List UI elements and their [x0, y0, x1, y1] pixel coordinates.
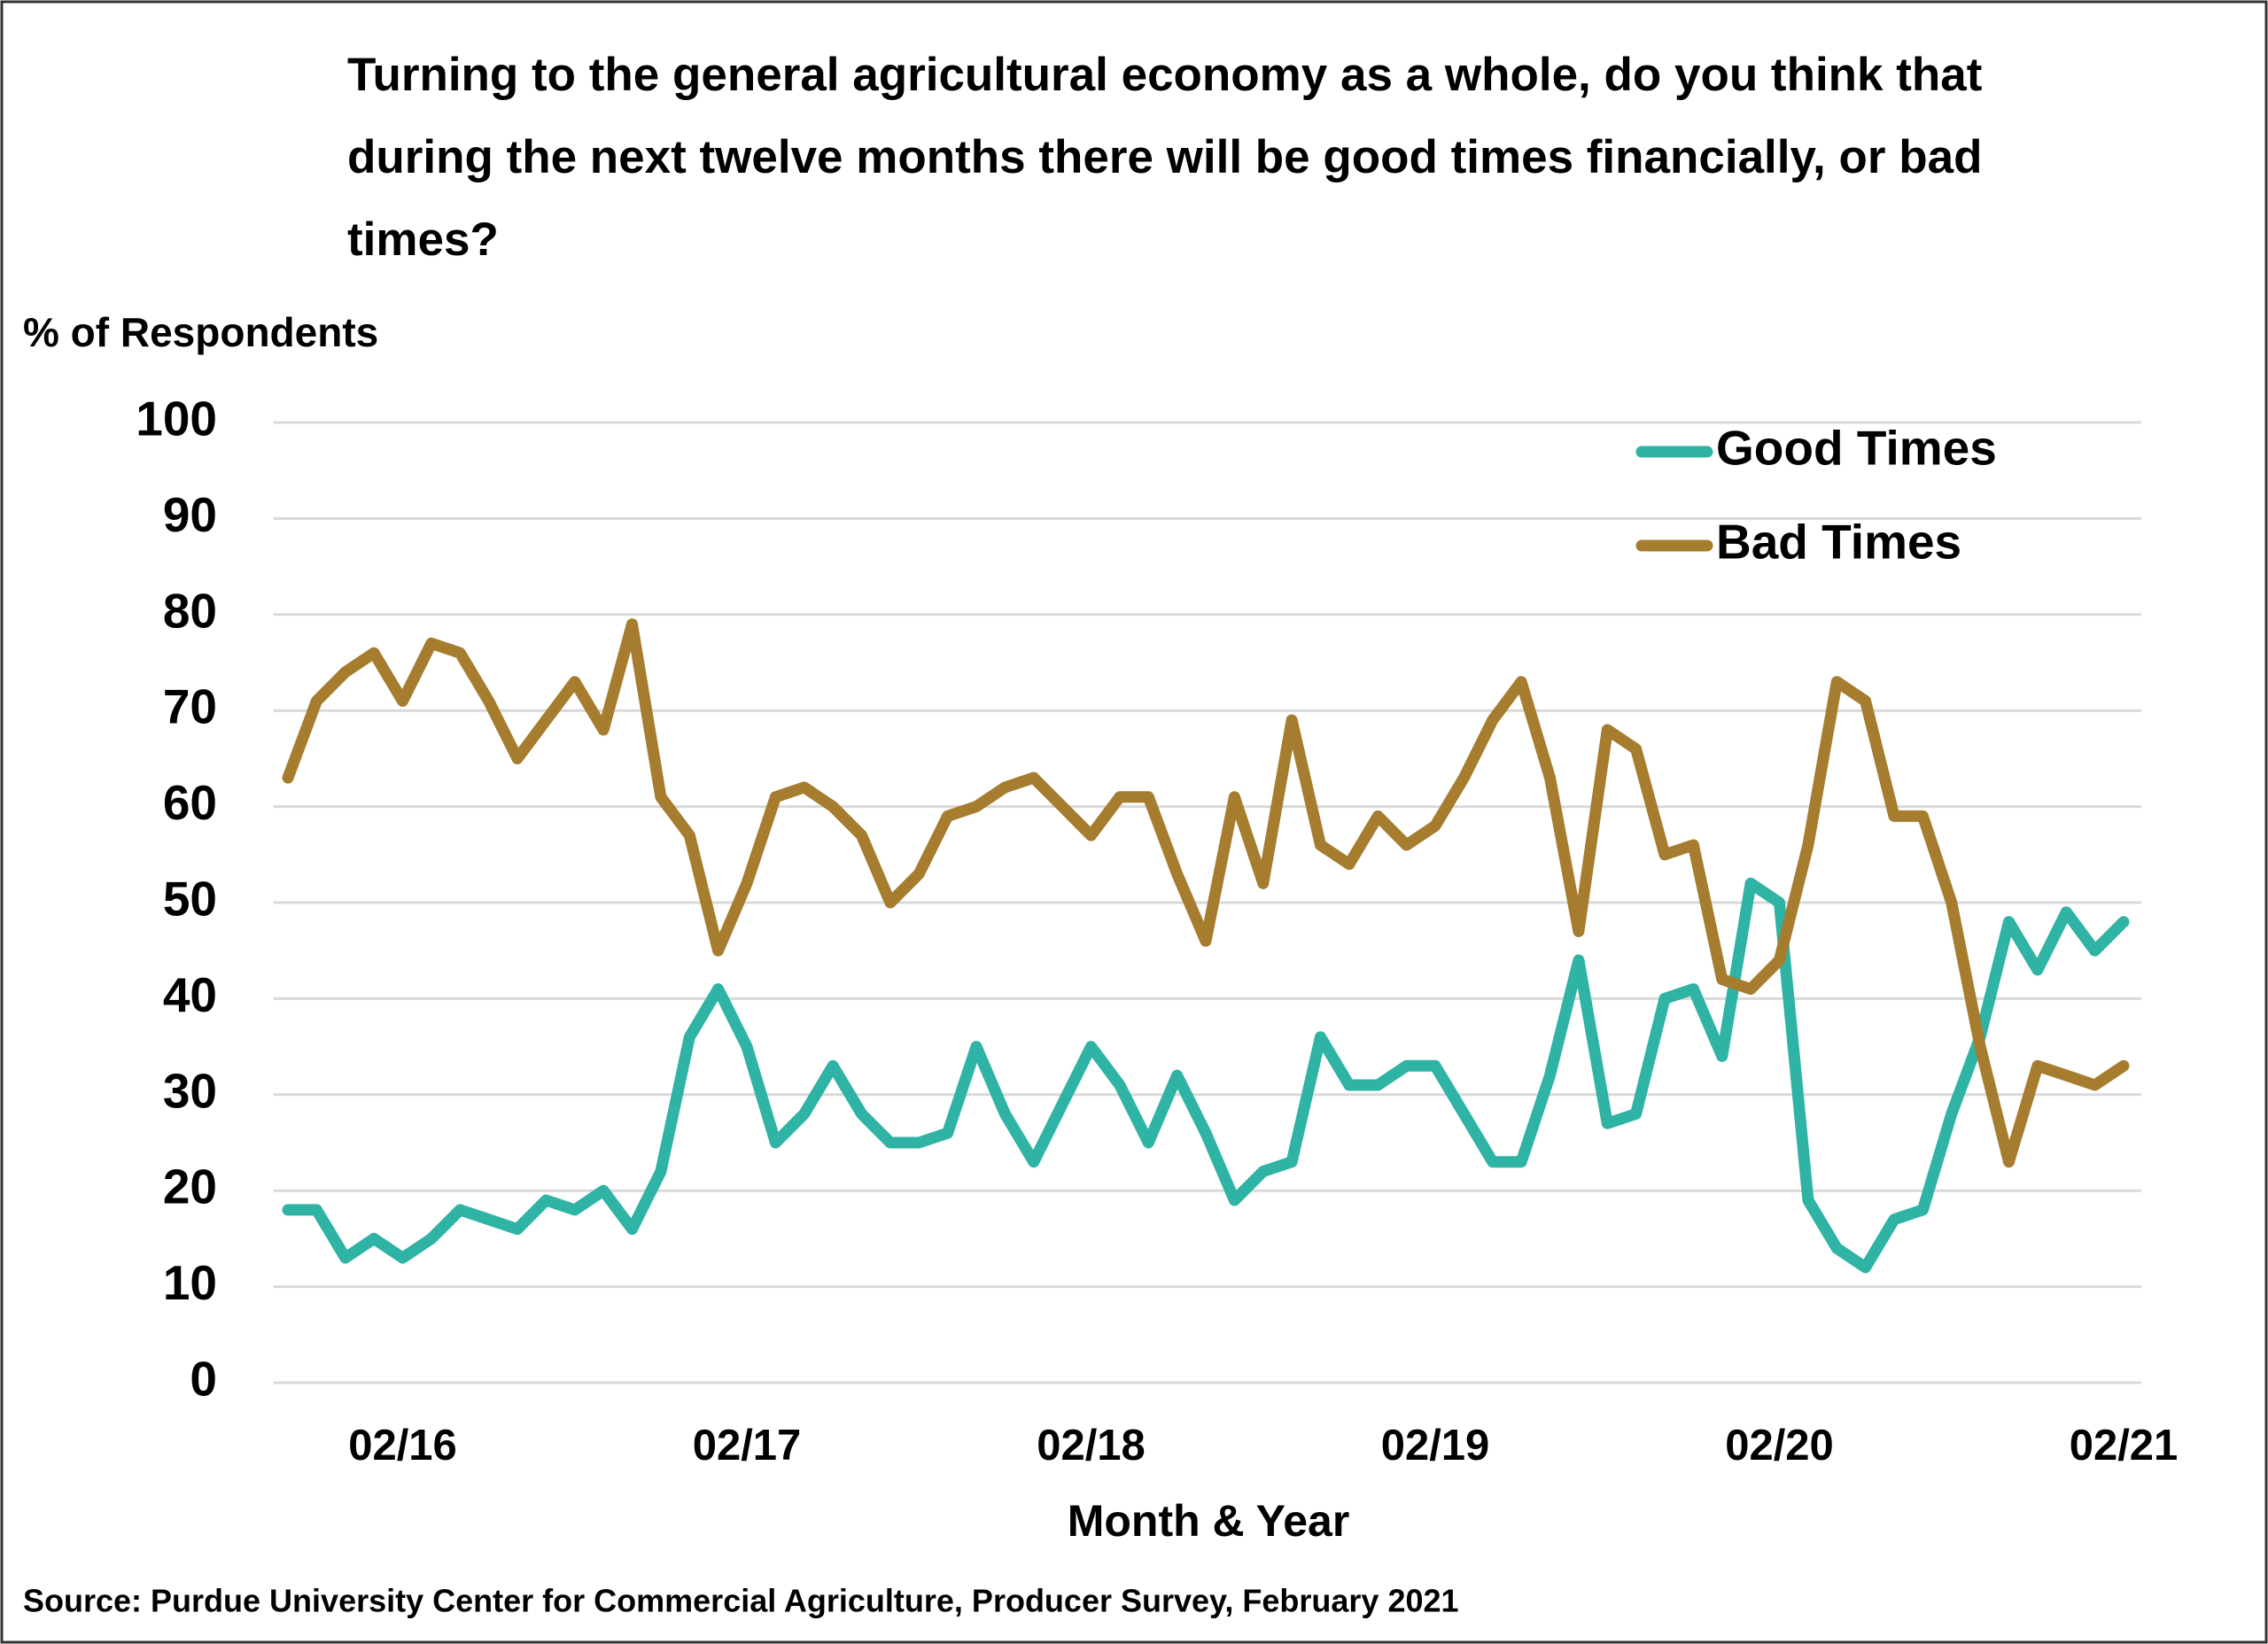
- y-tick-label: 20: [163, 1159, 217, 1214]
- y-tick-label: 60: [163, 775, 217, 830]
- chart-title: Turning to the general agricultural econ…: [347, 49, 1983, 266]
- x-axis-label: Month & Year: [1068, 1496, 1350, 1546]
- y-tick-label: 50: [163, 872, 217, 927]
- legend-label: Good Times: [1716, 421, 1997, 476]
- y-tick-label: 0: [190, 1352, 217, 1407]
- line-series: [282, 877, 2130, 1274]
- x-tick-label: 02/19: [1381, 1422, 1490, 1470]
- y-tick-label: 80: [163, 583, 217, 638]
- y-tick-label: 90: [163, 487, 217, 542]
- legend-label: Bad Times: [1716, 515, 1961, 570]
- x-tick-label: 02/17: [693, 1422, 802, 1470]
- y-axis-label: % of Respondents: [23, 309, 378, 355]
- line-series: [282, 618, 2130, 1168]
- y-tick-label: 70: [163, 679, 217, 734]
- y-tick-label: 10: [163, 1255, 217, 1310]
- x-tick-label: 02/18: [1037, 1422, 1146, 1470]
- y-tick-label: 40: [163, 967, 217, 1022]
- source: Source: Purdue University Center for Com…: [23, 1583, 1459, 1619]
- x-tick-label: 02/21: [2070, 1422, 2179, 1470]
- x-tick-label: 02/20: [1725, 1422, 1834, 1470]
- x-tick-label: 02/16: [348, 1422, 457, 1470]
- y-tick-label: 30: [163, 1063, 217, 1118]
- y-tick-label: 100: [136, 392, 217, 446]
